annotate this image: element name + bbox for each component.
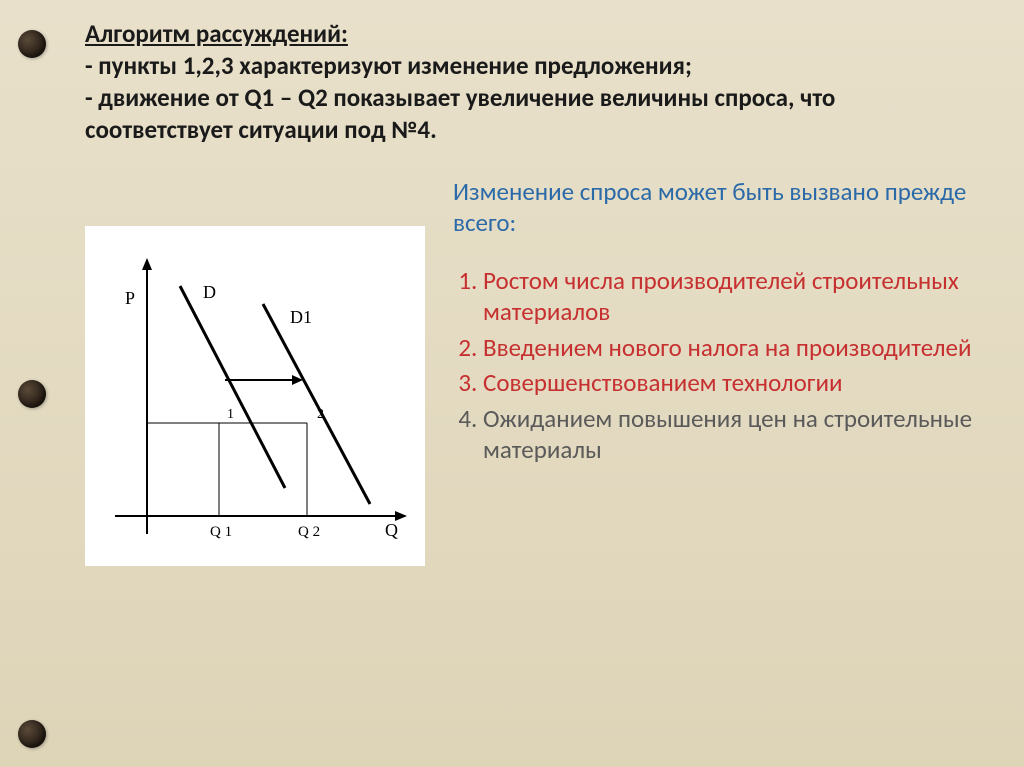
header-title: Алгоритм рассуждений: (85, 18, 348, 49)
svg-text:D1: D1 (290, 307, 312, 327)
header-line-2: - движение от Q1 – Q2 показывает увеличе… (85, 82, 835, 145)
answer-item-1: Ростом числа производителей строительных… (483, 265, 984, 328)
intro-text: Изменение спроса может быть вызвано преж… (453, 176, 984, 239)
svg-text:D: D (203, 282, 216, 302)
svg-text:P: P (125, 288, 135, 308)
svg-text:Q 1: Q 1 (210, 524, 232, 540)
header-block: Алгоритм рассуждений: - пункты 1,2,3 хар… (85, 18, 984, 146)
svg-text:Q 2: Q 2 (298, 524, 320, 540)
binder-hole (18, 380, 46, 408)
answer-item-3: Совершенствованием технологии (483, 367, 984, 399)
demand-chart: P D D1 Q Q 1 Q 2 1 2 (85, 226, 425, 566)
answer-item-4: Ожиданием повышения цен на строительные … (483, 403, 984, 466)
answer-list: Ростом числа производителей строительных… (453, 265, 984, 466)
svg-text:2: 2 (317, 407, 324, 422)
svg-text:1: 1 (227, 407, 234, 422)
answer-item-2: Введением нового налога на производителе… (483, 332, 984, 364)
chart-svg: P D D1 Q Q 1 Q 2 1 2 (85, 226, 425, 566)
header-line-1: - пункты 1,2,3 характеризуют изменение п… (85, 50, 692, 81)
binder-hole (18, 30, 46, 58)
svg-text:Q: Q (385, 520, 398, 540)
binder-hole (18, 720, 46, 748)
